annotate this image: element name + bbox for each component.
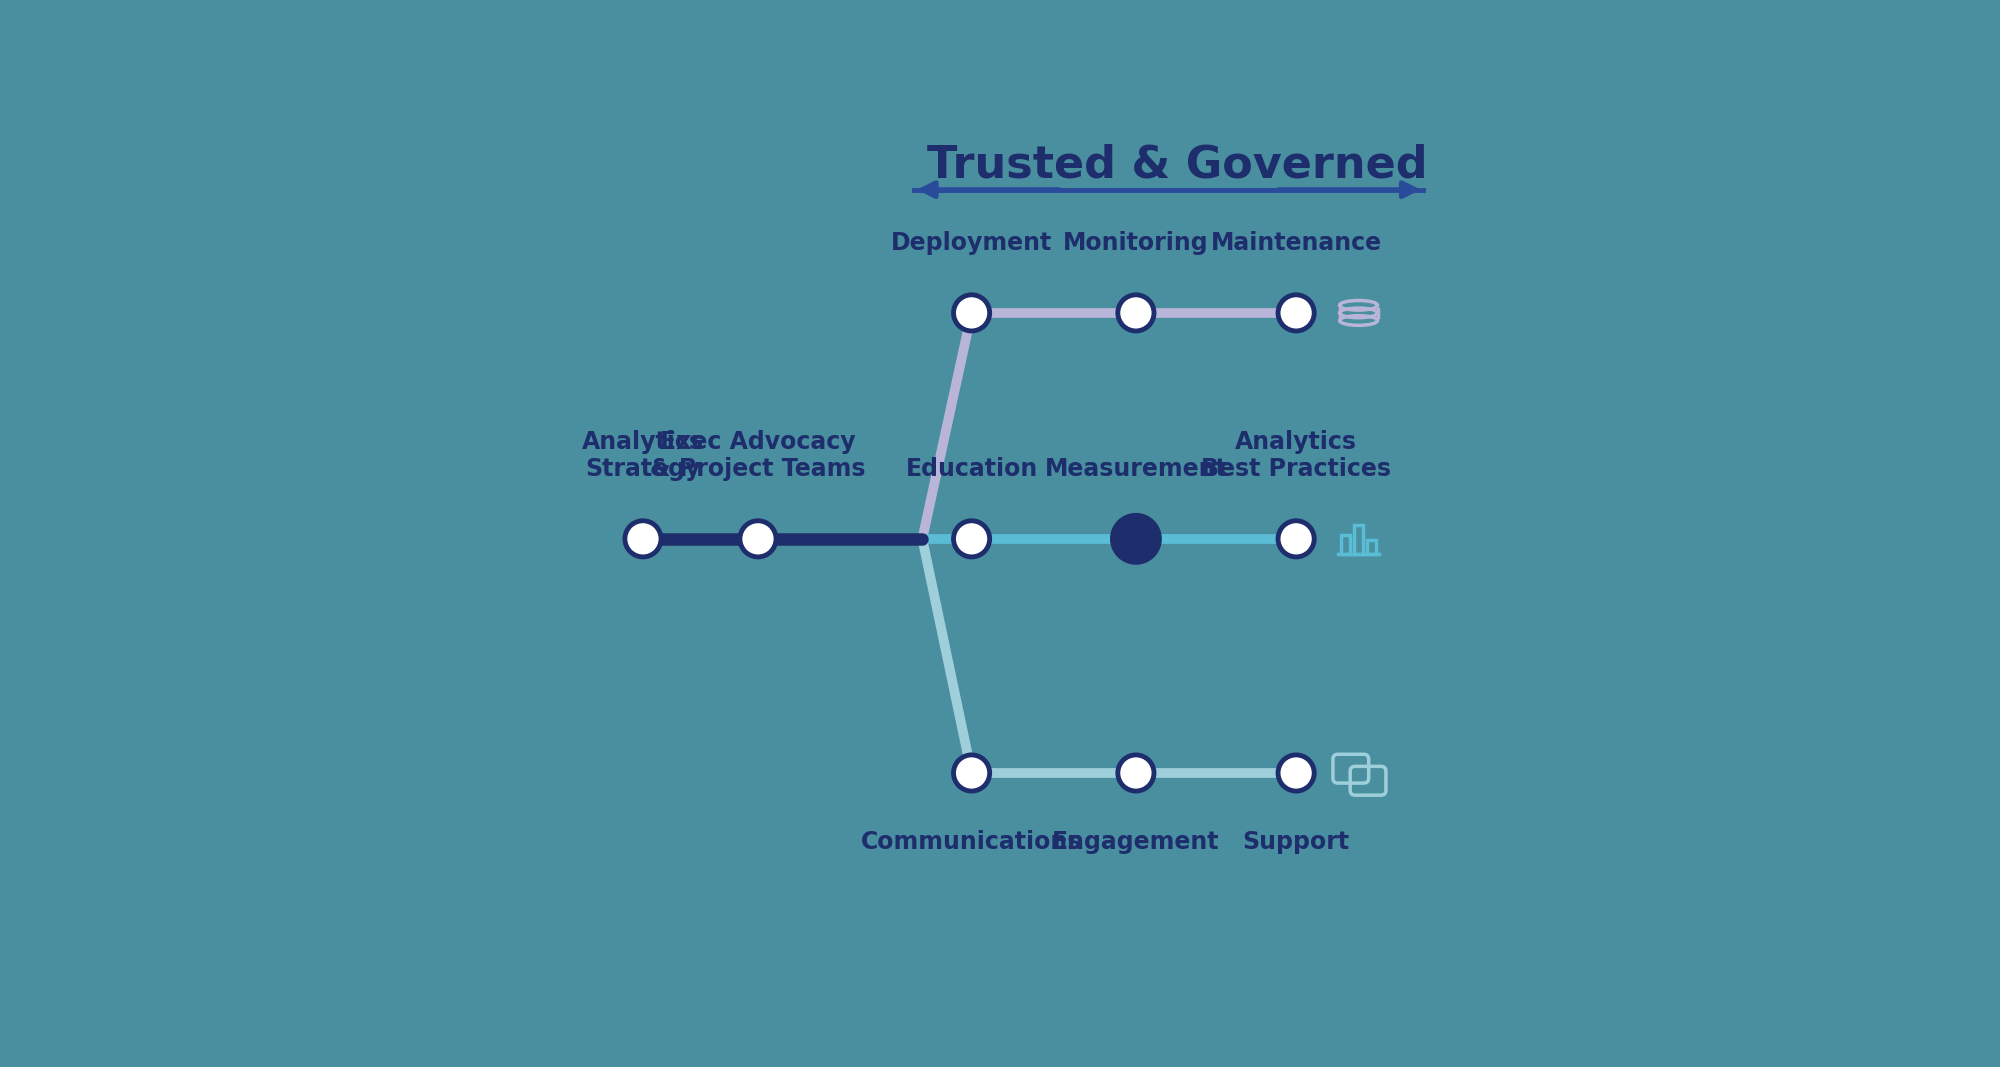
Bar <box>1342 536 1350 555</box>
Text: Analytics
Best Practices: Analytics Best Practices <box>1202 430 1392 481</box>
Text: Communications: Communications <box>860 830 1082 855</box>
Text: Maintenance: Maintenance <box>1210 232 1382 255</box>
Text: Support: Support <box>1242 830 1350 855</box>
Bar <box>1354 525 1362 555</box>
Circle shape <box>1278 521 1314 557</box>
Circle shape <box>1118 294 1154 331</box>
Circle shape <box>740 521 776 557</box>
Text: Exec Advocacy
& Project Teams: Exec Advocacy & Project Teams <box>650 430 866 481</box>
Circle shape <box>1118 755 1154 791</box>
Circle shape <box>1112 515 1160 562</box>
Circle shape <box>1278 294 1314 331</box>
Text: Deployment: Deployment <box>890 232 1052 255</box>
Text: Analytics
Strategy: Analytics Strategy <box>582 430 704 481</box>
Circle shape <box>954 294 990 331</box>
Text: Engagement: Engagement <box>1052 830 1220 855</box>
Text: Trusted & Governed: Trusted & Governed <box>926 144 1428 187</box>
Circle shape <box>624 521 662 557</box>
Text: Measurement: Measurement <box>1044 458 1228 481</box>
Circle shape <box>1278 755 1314 791</box>
Circle shape <box>954 755 990 791</box>
Text: Education: Education <box>906 458 1038 481</box>
Circle shape <box>954 521 990 557</box>
Text: Monitoring: Monitoring <box>1064 232 1208 255</box>
Bar <box>1368 540 1376 555</box>
